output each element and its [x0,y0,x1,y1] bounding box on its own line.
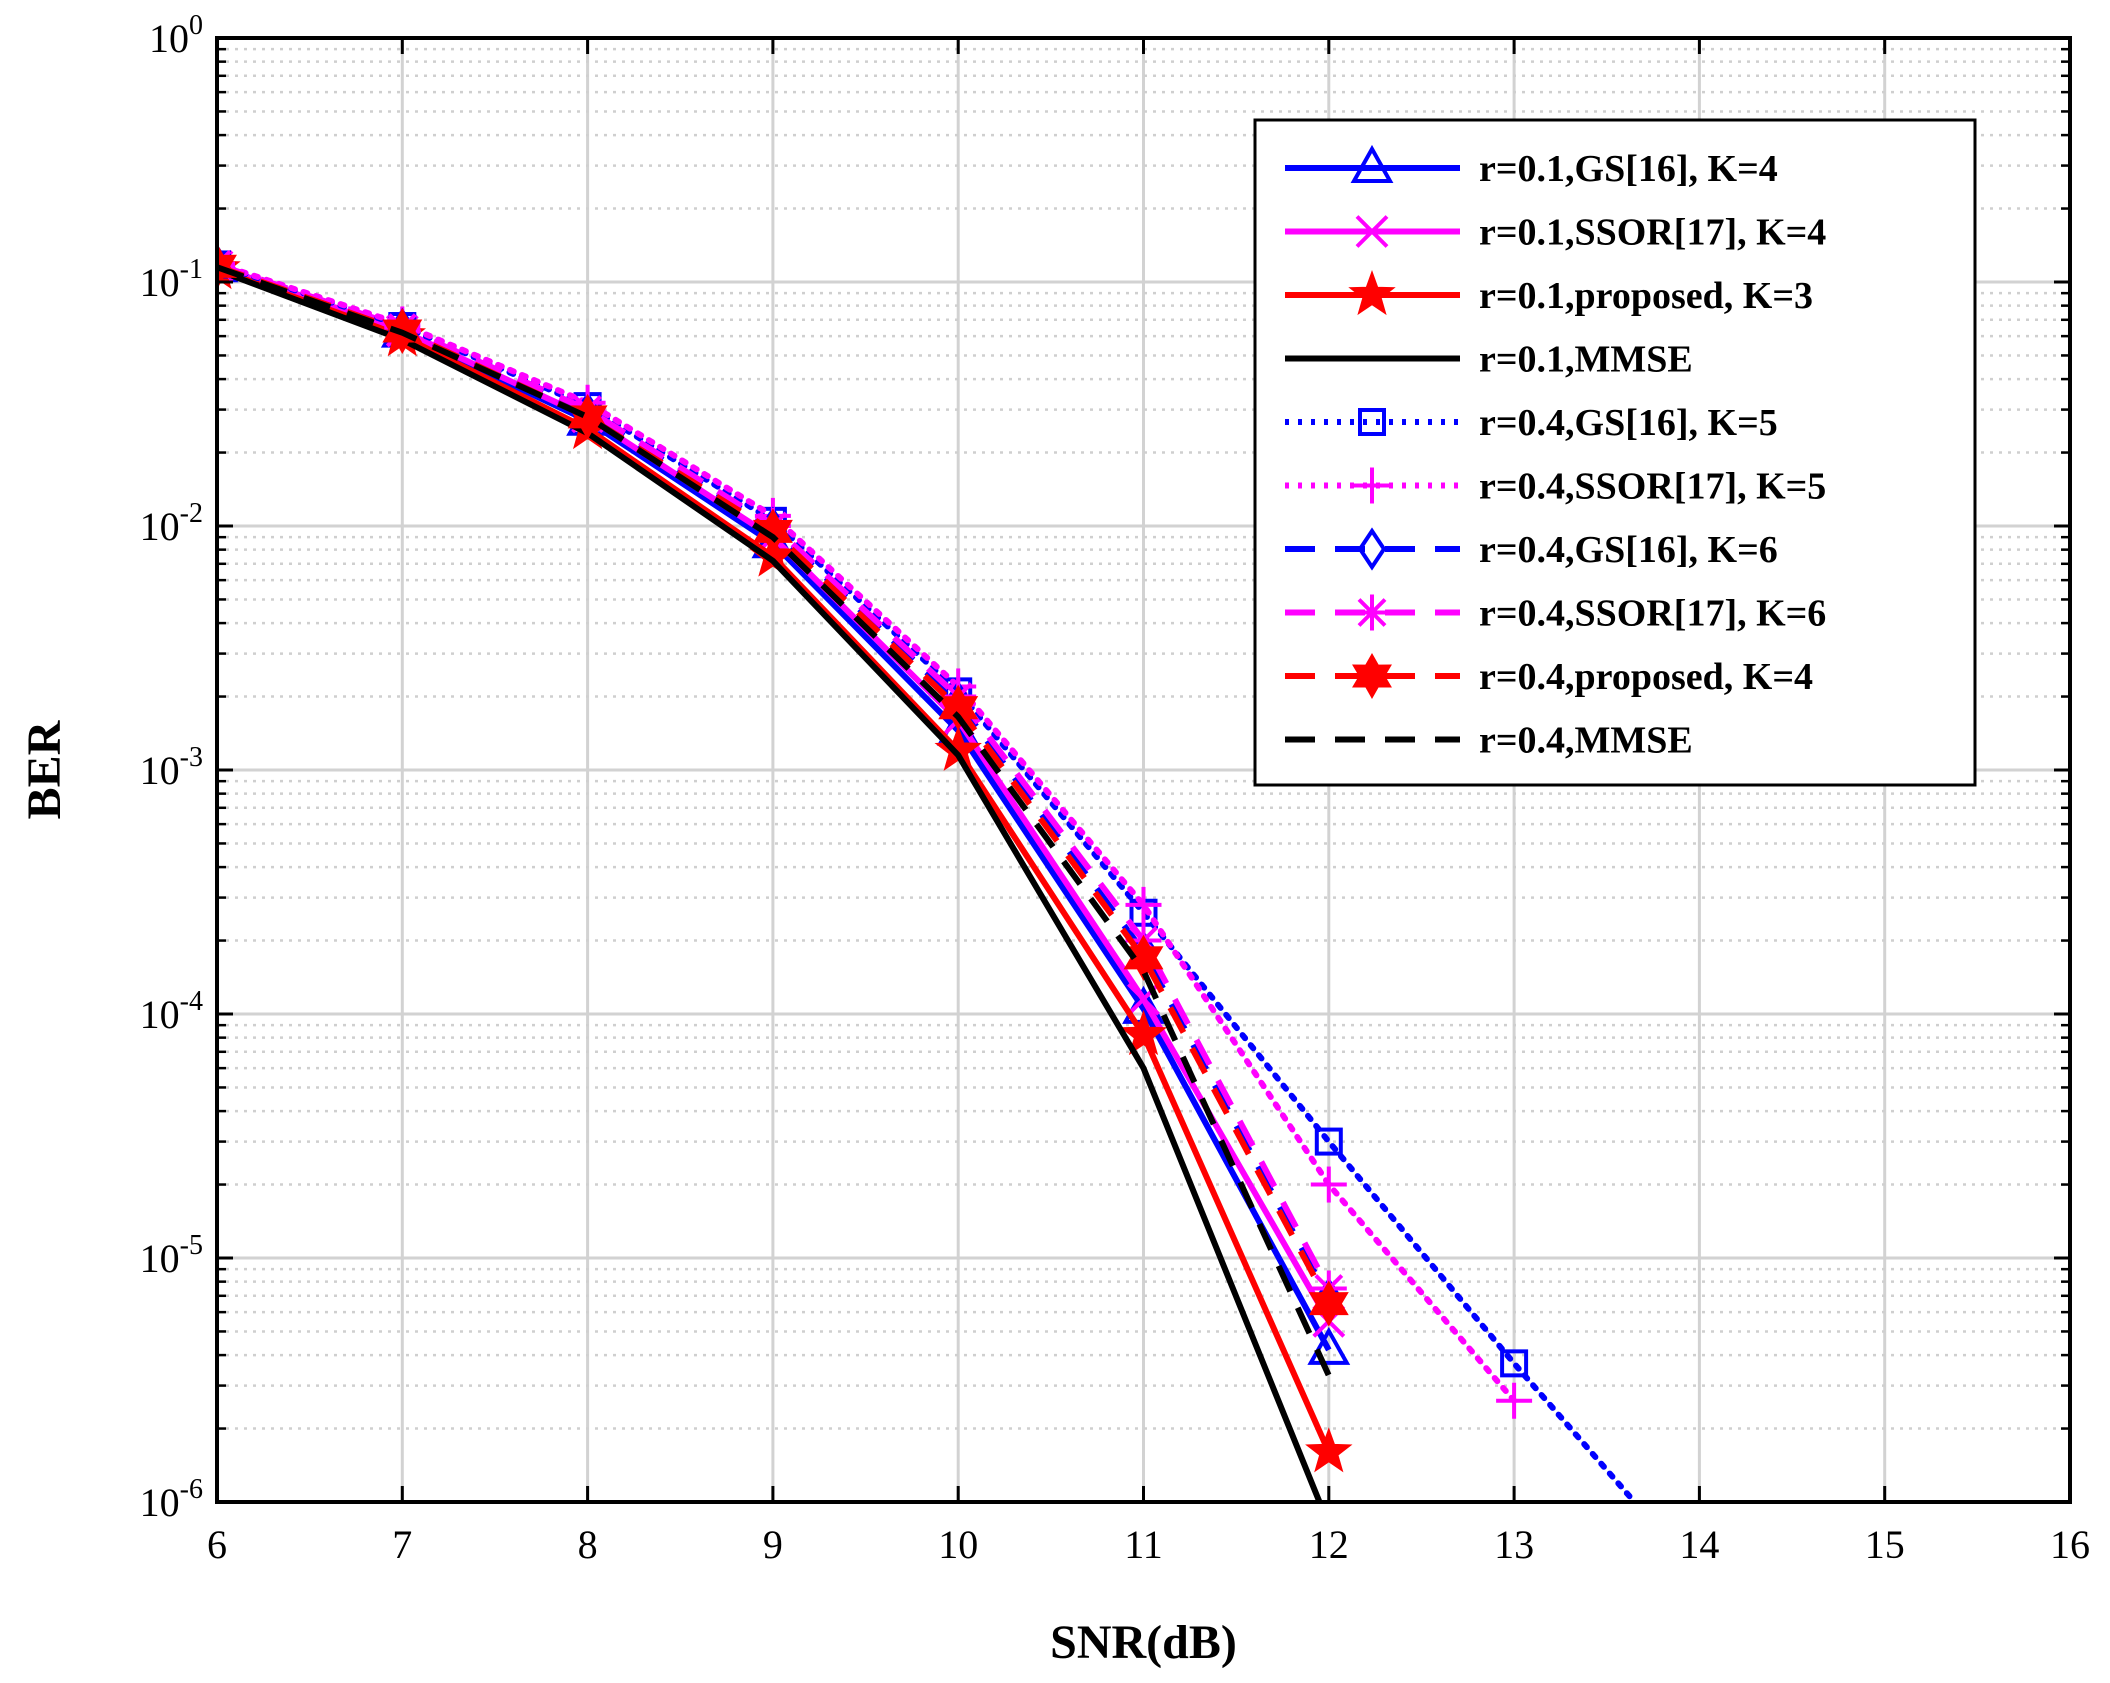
data-point [1310,1166,1347,1203]
legend-marker [1352,652,1392,700]
legend-item: r=0.1,SSOR[17], K=4 [1285,212,1826,254]
plot-area [217,243,1638,1502]
y-tick-exponent: -6 [180,1474,203,1505]
x-axis-label: SNR(dB) [1050,1616,1237,1669]
data-point [217,243,237,290]
y-tick-base: 10 [140,504,180,549]
x-tick-label: 10 [938,1522,978,1567]
series-layer [217,243,1638,1502]
y-tick-exponent: 0 [189,10,203,41]
legend-item: r=0.4,GS[16], K=6 [1285,527,1778,571]
ticks [215,36,2072,1504]
x-tick-label: 15 [1865,1522,1905,1567]
legend-label: r=0.1,GS[16], K=4 [1479,148,1778,190]
series-10 [217,264,1332,1377]
tick-labels: 6 7 8 9 10 11 12 13 14 15 1610010-110-210-310-410-… [140,10,2090,1567]
legend-label: r=0.1,SSOR[17], K=4 [1479,212,1826,254]
x-tick-label: 16 [2050,1522,2090,1567]
legend-item: r=0.4,SSOR[17], K=5 [1285,466,1826,508]
y-tick-label: 10-2 [140,498,203,549]
x-tick-label: 14 [1679,1522,1719,1567]
legend-label: r=0.4,SSOR[17], K=6 [1479,593,1826,635]
legend-marker [1357,527,1387,571]
legend-item: r=0.1,proposed, K=3 [1285,270,1813,317]
y-tick-base: 10 [140,1236,180,1281]
y-tick-base: 10 [140,748,180,793]
data-point [1314,1127,1343,1156]
x-tick-label: 11 [1124,1522,1163,1567]
x-tick-label: 12 [1309,1522,1349,1567]
data-point [1496,1382,1533,1419]
legend-label: r=0.4,SSOR[17], K=5 [1479,466,1826,508]
legend: r=0.1,GS[16], K=4 r=0.1,SSOR[17], K=4 r=0.… [1253,118,1977,787]
legend-marker [1354,594,1390,631]
y-tick-label: 10-3 [140,742,203,793]
legend-item: r=0.4,proposed, K=4 [1285,652,1813,700]
x-tick-label: 7 [392,1522,412,1567]
legend-label: r=0.4,proposed, K=4 [1479,656,1813,698]
legend-item: r=0.1,MMSE [1285,339,1693,381]
y-axis-label: BER [18,719,71,819]
data-point [1308,1280,1349,1327]
x-tick-label: 8 [578,1522,598,1567]
legend-marker [1355,215,1389,248]
data-point [1119,1010,1168,1056]
legend-item: r=0.4,SSOR[17], K=6 [1285,593,1826,635]
y-tick-label: 100 [149,10,203,61]
legend-label: r=0.4,GS[16], K=6 [1479,529,1778,571]
y-tick-label: 10-4 [140,986,203,1037]
legend-label: r=0.4,GS[16], K=5 [1479,402,1778,444]
legend-label: r=0.4,MMSE [1479,720,1693,762]
x-tick-label: 13 [1494,1522,1534,1567]
y-tick-base: 10 [140,992,180,1037]
legend-marker [1350,144,1394,183]
legend-label: r=0.1,MMSE [1479,339,1693,381]
y-tick-label: 10-5 [140,1230,203,1281]
legend-label: r=0.1,proposed, K=3 [1479,275,1813,317]
y-tick-exponent: -5 [180,1230,203,1261]
legend-item: r=0.4,GS[16], K=5 [1285,402,1778,444]
data-point [1125,886,1162,923]
y-tick-base: 10 [140,260,180,305]
y-tick-base: 10 [140,1480,180,1525]
data-point [1307,1326,1351,1365]
legend-marker [1358,408,1386,436]
y-tick-label: 10-1 [140,254,203,305]
legend-item: r=0.4,MMSE [1285,720,1693,762]
y-tick-exponent: -3 [180,742,203,773]
data-point [752,508,793,555]
legend-item: r=0.1,GS[16], K=4 [1285,144,1778,190]
series-line [217,260,1518,1404]
y-tick-exponent: -1 [180,254,203,285]
legend-marker [1354,467,1390,504]
y-tick-exponent: -4 [180,986,203,1017]
y-tick-exponent: -2 [180,498,203,529]
data-point [1500,1349,1529,1378]
data-point [1305,1427,1353,1473]
x-tick-label: 6 [207,1522,227,1567]
series-line [217,264,1332,1377]
y-tick-base: 10 [149,16,189,61]
x-tick-label: 9 [763,1522,783,1567]
y-tick-label: 10-6 [140,1474,203,1525]
legend-marker [1348,270,1396,316]
